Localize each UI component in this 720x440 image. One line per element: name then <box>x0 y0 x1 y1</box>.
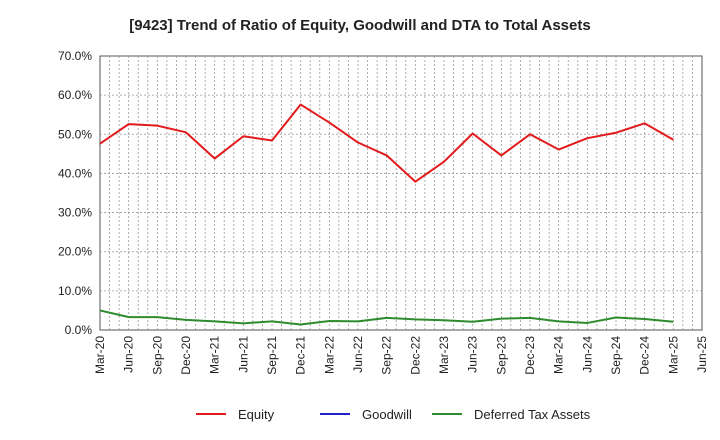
x-tick-label: Dec-21 <box>294 336 308 375</box>
y-tick-label: 10.0% <box>58 284 92 298</box>
x-tick-label: Jun-25 <box>695 336 709 373</box>
x-tick-label: Jun-20 <box>122 336 136 373</box>
x-tick-label: Mar-24 <box>552 336 566 374</box>
y-tick-label: 40.0% <box>58 166 92 180</box>
x-axis: Mar-20 Jun-20 Sep-20 Dec-20 Mar-21 Jun-21 Sep-… <box>93 336 709 375</box>
y-tick-label: 0.0% <box>65 323 93 337</box>
y-tick-label: 60.0% <box>58 88 92 102</box>
series-line-equity <box>99 103 674 183</box>
x-tick-label: Mar-25 <box>666 336 680 374</box>
x-tick-label: Sep-22 <box>380 336 394 375</box>
y-tick-label: 20.0% <box>58 245 92 259</box>
x-tick-label: Sep-21 <box>265 336 279 375</box>
chart-title: [9423] Trend of Ratio of Equity, Goodwil… <box>129 17 590 34</box>
plot-area <box>99 55 703 331</box>
x-tick-label: Mar-20 <box>93 336 107 374</box>
y-axis: 0.0% 10.0% 20.0% 30.0% 40.0% 50.0% 60.0% 70.0% <box>58 49 92 337</box>
x-tick-label: Sep-23 <box>494 336 508 375</box>
x-tick-label: Sep-20 <box>150 336 164 375</box>
y-tick-label: 50.0% <box>58 127 92 141</box>
x-tick-label: Jun-21 <box>236 336 250 373</box>
x-tick-label: Mar-22 <box>322 336 336 374</box>
y-tick-label: 70.0% <box>58 49 92 63</box>
series-lines <box>99 103 674 326</box>
x-tick-label: Dec-20 <box>179 336 193 375</box>
x-tick-label: Mar-21 <box>208 336 222 374</box>
x-tick-label: Sep-24 <box>609 336 623 375</box>
legend-label: Deferred Tax Assets <box>474 407 591 422</box>
series-line-deferred-tax-assets <box>99 309 674 326</box>
y-tick-label: 30.0% <box>58 206 92 220</box>
x-tick-label: Dec-23 <box>523 336 537 375</box>
x-tick-label: Mar-23 <box>437 336 451 374</box>
x-tick-label: Jun-23 <box>466 336 480 373</box>
grid <box>100 56 702 330</box>
x-tick-label: Jun-22 <box>351 336 365 373</box>
legend-label: Equity <box>238 407 275 422</box>
x-tick-label: Jun-24 <box>580 336 594 373</box>
x-tick-label: Dec-24 <box>638 336 652 375</box>
legend-label: Goodwill <box>362 407 412 422</box>
legend: Equity Goodwill Deferred Tax Assets <box>196 407 591 422</box>
x-tick-label: Dec-22 <box>408 336 422 375</box>
